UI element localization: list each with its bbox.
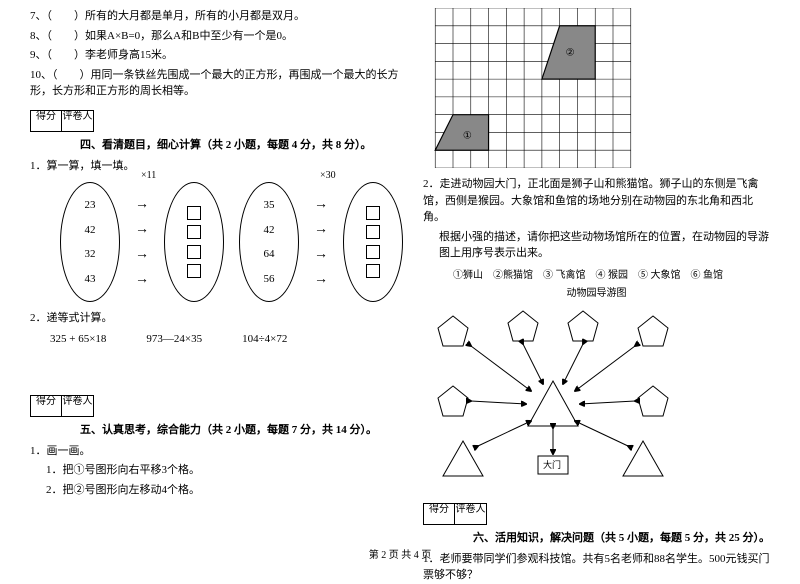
arrow-icon: → (135, 248, 149, 262)
page-footer: 第 2 页 共 4 页 (0, 546, 800, 561)
oval-right-2 (343, 182, 403, 302)
oval-left-1: 23 42 32 43 (60, 182, 120, 302)
s5-q1b: 2．把②号图形向左移动4个格。 (46, 482, 403, 499)
s5-q1: 1．画一画。 (30, 443, 403, 460)
pentagon-w (438, 386, 468, 416)
score-label: 得分 (424, 504, 454, 515)
answer-box[interactable] (366, 264, 380, 278)
score-box-5: 得分 评卷人 (30, 395, 403, 417)
oval-left-2: 35 42 64 56 (239, 182, 299, 302)
pentagon-e (638, 386, 668, 416)
triangle-center (528, 381, 578, 426)
oval-val: 42 (264, 224, 275, 236)
arrow-icon: → (135, 273, 149, 287)
arrows-1: ×11 → → → → (135, 182, 149, 302)
triangle-se (623, 441, 663, 476)
translation-grid: ① ② (433, 8, 633, 168)
shape-2-label: ② (566, 47, 575, 58)
arrow-icon: → (314, 223, 328, 237)
expr-3: 104÷4×72 (242, 333, 287, 345)
s4-q1: 1．算一算，填一填。 (30, 158, 403, 175)
oval-val: 23 (85, 199, 96, 211)
grid-svg: ① ② (433, 8, 633, 168)
s5-q2: 2．走进动物园大门，正北面是狮子山和熊猫馆。狮子山的东侧是飞禽馆，西侧是猴园。大… (423, 176, 770, 226)
score-label: 得分 (31, 111, 61, 122)
shape-1-label: ① (463, 130, 472, 141)
pentagon-nw (438, 316, 468, 346)
s5-q2b: 根据小强的描述，请你把这些动物场馆所在的位置，在动物园的导游图上用序号表示出来。 (439, 229, 770, 262)
pentagon-ne (638, 316, 668, 346)
arrows-2: ×30 → → → → (314, 182, 328, 302)
answer-box[interactable] (366, 206, 380, 220)
arrow-icon: → (314, 248, 328, 262)
section-4-title: 四、看清题目，细心计算（共 2 小题，每题 4 分，共 8 分）。 (80, 136, 403, 152)
section-5-title: 五、认真思考，综合能力（共 2 小题，每题 7 分，共 14 分）。 (80, 421, 403, 437)
pentagon-n1 (508, 311, 538, 341)
grader-label: 评卷人 (455, 504, 486, 515)
question-7: 7、（ ）所有的大月都是单月，所有的小月都是双月。 (30, 8, 403, 25)
question-8: 8、（ ）如果A×B=0，那么A和B中至少有一个是0。 (30, 28, 403, 45)
oval-val: 56 (264, 273, 275, 285)
answer-box[interactable] (187, 225, 201, 239)
multiplier-1: ×11 (141, 170, 156, 181)
oval-right-1 (164, 182, 224, 302)
gate-label: 大门 (543, 459, 561, 470)
oval-val: 32 (85, 248, 96, 260)
zoo-title: 动物园导游图 (423, 284, 770, 299)
arrow-icon: → (135, 223, 149, 237)
answer-box[interactable] (366, 225, 380, 239)
score-label: 得分 (31, 396, 61, 407)
answer-box[interactable] (366, 245, 380, 259)
section-6-title: 六、活用知识，解决问题（共 5 小题，每题 5 分，共 25 分）。 (473, 529, 770, 545)
grader-label: 评卷人 (62, 396, 93, 407)
s5-q1a: 1．把①号图形向右平移3个格。 (46, 462, 403, 479)
score-box-6: 得分 评卷人 (423, 503, 770, 525)
zoo-map: 大门 (423, 306, 683, 486)
arrow-icon: → (314, 198, 328, 212)
answer-box[interactable] (187, 245, 201, 259)
arrow-icon: → (314, 273, 328, 287)
pentagon-n2 (568, 311, 598, 341)
grader-label: 评卷人 (62, 111, 93, 122)
score-box-4: 得分 评卷人 (30, 110, 403, 132)
expr-2: 973—24×35 (146, 333, 202, 345)
oval-val: 35 (264, 199, 275, 211)
s4-q2: 2．递等式计算。 (30, 310, 403, 327)
answer-box[interactable] (187, 206, 201, 220)
question-9: 9、（ ）李老师身高15米。 (30, 47, 403, 64)
triangle-sw (443, 441, 483, 476)
zoo-legend: ①狮山 ②熊猫馆 ③ 飞禽馆 ④ 猴园 ⑤ 大象馆 ⑥ 鱼馆 (453, 266, 770, 281)
expressions: 325 + 65×18 973—24×35 104÷4×72 (50, 333, 403, 345)
oval-val: 43 (85, 273, 96, 285)
oval-diagram-1: 23 42 32 43 ×11 → → → → 35 42 64 56 (60, 182, 403, 302)
oval-val: 42 (85, 224, 96, 236)
multiplier-2: ×30 (320, 170, 336, 181)
arrow-icon: → (135, 198, 149, 212)
answer-box[interactable] (187, 264, 201, 278)
oval-val: 64 (264, 248, 275, 260)
expr-1: 325 + 65×18 (50, 333, 106, 345)
question-10: 10、（ ）用同一条铁丝先围成一个最大的正方形，再围成一个最大的长方形，长方形和… (30, 67, 403, 100)
